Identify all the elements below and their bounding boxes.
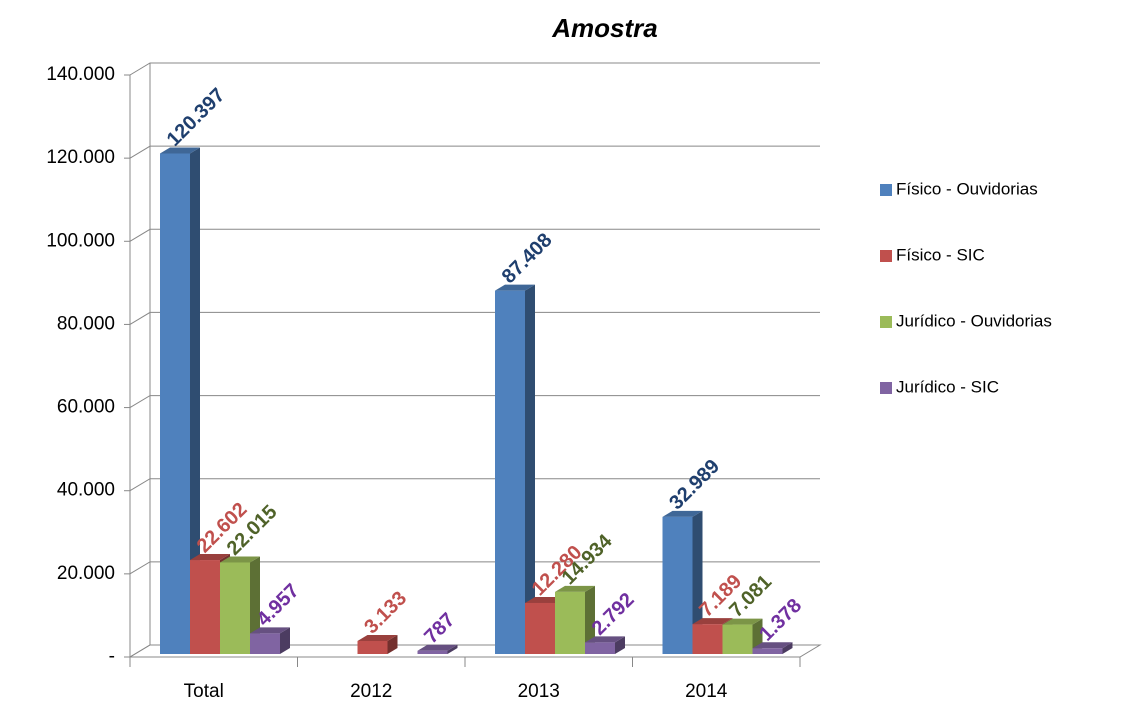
- bar-side: [692, 510, 703, 654]
- y-tick-label: 120.000: [46, 147, 115, 168]
- bar-top: [752, 642, 793, 649]
- bar-side: [782, 642, 793, 654]
- bar: [525, 602, 555, 654]
- bar: [752, 648, 783, 654]
- legend-label: Jurídico - SIC: [896, 377, 999, 396]
- y-tick-label: 140.000: [46, 64, 115, 85]
- data-label: 32.989: [665, 455, 724, 514]
- bar-top: [585, 636, 625, 643]
- bar-top: [555, 585, 595, 592]
- bar: [722, 624, 753, 654]
- grid-line: [129, 395, 820, 409]
- grid-line: [129, 62, 820, 76]
- bar-top: [722, 618, 763, 625]
- bar-side: [525, 284, 535, 654]
- x-tick-label: 2013: [518, 681, 560, 702]
- bar: [692, 624, 723, 654]
- bar: [417, 650, 448, 654]
- data-label: 4.957: [253, 580, 304, 631]
- grid-line: [129, 228, 820, 242]
- legend-swatch: [880, 316, 892, 328]
- x-tick-label: 2014: [685, 681, 728, 702]
- y-tick-label: 40.000: [57, 480, 115, 501]
- grid-line: [129, 561, 820, 575]
- y-tick-label: 100.000: [46, 230, 115, 251]
- bar-side: [190, 147, 200, 654]
- chart-title: Amostra: [551, 13, 657, 43]
- bar-top: [495, 284, 535, 291]
- bar-top: [250, 627, 290, 634]
- bar-top: [417, 644, 458, 651]
- bar: [250, 633, 280, 654]
- y-tick-label: 80.000: [57, 313, 115, 334]
- bar-side: [280, 627, 290, 654]
- y-tick-label: 20.000: [57, 563, 115, 584]
- bar-top: [220, 556, 260, 563]
- data-label: 787: [420, 609, 459, 648]
- data-label: 87.408: [498, 229, 557, 288]
- bar: [357, 640, 388, 654]
- bar: [585, 642, 615, 654]
- data-label: 3.133: [360, 587, 411, 638]
- bar: [555, 591, 585, 654]
- grid-line: [129, 478, 820, 492]
- data-label: 1.378: [755, 595, 806, 646]
- x-tick-label: Total: [184, 681, 224, 702]
- grid-line: [129, 145, 820, 159]
- bar-side: [447, 644, 458, 654]
- legend-label: Jurídico - Ouvidorias: [896, 311, 1052, 330]
- bar-top: [357, 634, 398, 641]
- legend-swatch: [880, 382, 892, 394]
- bar-side: [615, 636, 625, 654]
- bar: [495, 290, 525, 654]
- grid-line: [129, 311, 820, 325]
- bar-top: [692, 618, 733, 625]
- bar-top: [662, 510, 703, 517]
- x-tick-label: 2012: [350, 681, 392, 702]
- data-label: 120.397: [163, 84, 230, 151]
- bar-top: [160, 147, 200, 154]
- bar-side: [387, 634, 398, 654]
- legend-swatch: [880, 184, 892, 196]
- bar: [190, 560, 220, 654]
- y-tick-label: 60.000: [57, 397, 115, 418]
- legend-swatch: [880, 250, 892, 262]
- legend-label: Físico - Ouvidorias: [896, 179, 1038, 198]
- bar: [160, 153, 190, 654]
- bar: [662, 516, 693, 654]
- legend-label: Físico - SIC: [896, 245, 985, 264]
- y-tick-label: -: [109, 646, 115, 667]
- bar-side: [585, 585, 595, 654]
- bar-top: [190, 554, 230, 561]
- bar: [220, 562, 250, 654]
- data-label: 2.792: [588, 589, 639, 640]
